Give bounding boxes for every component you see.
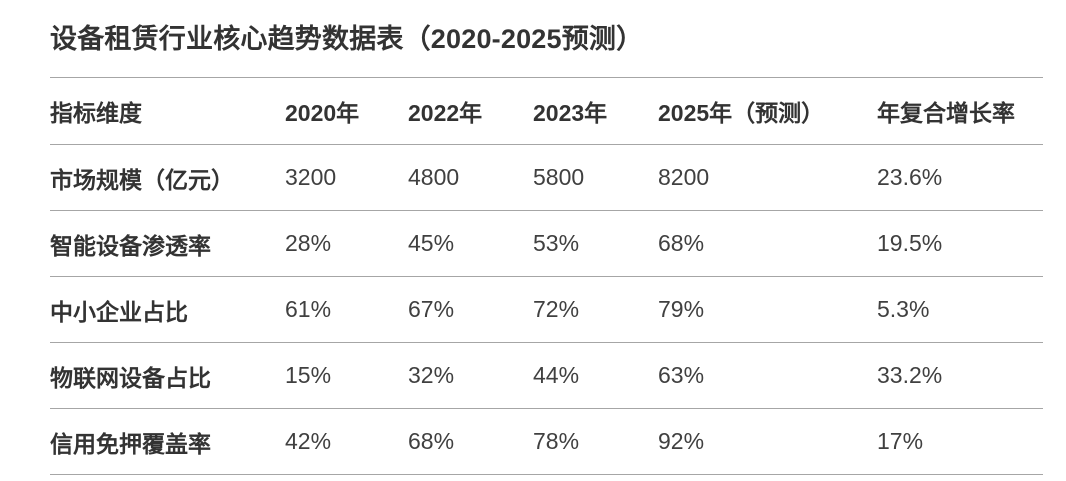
row-label: 信用免押覆盖率 <box>50 430 211 457</box>
trend-data-table: 指标维度 2020年 2022年 2023年 2025年（预测） 年复合增长率 … <box>50 77 1043 475</box>
table-cell: 19.5% <box>877 230 943 256</box>
table-header: 指标维度 2020年 2022年 2023年 2025年（预测） 年复合增长率 <box>50 77 1043 145</box>
table-cell: 23.6% <box>877 164 943 190</box>
table-cell: 17% <box>877 428 924 454</box>
table-cell: 42% <box>285 428 332 454</box>
row-label: 智能设备渗透率 <box>50 232 211 259</box>
table-row: 市场规模（亿元） 3200 4800 5800 8200 23.6% <box>50 145 1043 211</box>
table-cell: 68% <box>658 230 705 256</box>
table-cell: 53% <box>533 230 580 256</box>
row-label: 中小企业占比 <box>50 298 188 325</box>
table-cell: 79% <box>658 296 705 322</box>
column-header-2020: 2020年 <box>285 100 360 126</box>
column-header-metric: 指标维度 <box>50 100 142 126</box>
table-cell: 5800 <box>533 164 585 190</box>
table-cell: 5.3% <box>877 296 930 322</box>
column-header-2023: 2023年 <box>533 100 608 126</box>
table-row: 物联网设备占比 15% 32% 44% 63% 33.2% <box>50 343 1043 409</box>
table-row: 智能设备渗透率 28% 45% 53% 68% 19.5% <box>50 211 1043 277</box>
table-cell: 8200 <box>658 164 710 190</box>
column-header-cagr: 年复合增长率 <box>877 100 1015 126</box>
table-cell: 78% <box>533 428 580 454</box>
table-cell: 15% <box>285 362 332 388</box>
table-cell: 68% <box>408 428 455 454</box>
table-cell: 28% <box>285 230 332 256</box>
table-cell: 61% <box>285 296 332 322</box>
row-label: 物联网设备占比 <box>50 364 211 391</box>
table-cell: 4800 <box>408 164 460 190</box>
table-cell: 45% <box>408 230 455 256</box>
table-cell: 72% <box>533 296 580 322</box>
table-body: 市场规模（亿元） 3200 4800 5800 8200 23.6% 智能设备渗… <box>50 145 1043 475</box>
row-label: 市场规模（亿元） <box>50 166 234 193</box>
header-row: 指标维度 2020年 2022年 2023年 2025年（预测） 年复合增长率 <box>50 77 1043 145</box>
table-row: 信用免押覆盖率 42% 68% 78% 92% 17% <box>50 409 1043 475</box>
table-cell: 33.2% <box>877 362 943 388</box>
table-cell: 3200 <box>285 164 337 190</box>
table-cell: 92% <box>658 428 705 454</box>
table-row: 中小企业占比 61% 67% 72% 79% 5.3% <box>50 277 1043 343</box>
page-title: 设备租赁行业核心趋势数据表（2020-2025预测） <box>50 24 644 54</box>
table-cell: 32% <box>408 362 455 388</box>
column-header-2022: 2022年 <box>408 100 483 126</box>
table-cell: 67% <box>408 296 455 322</box>
table-cell: 44% <box>533 362 580 388</box>
column-header-2025-forecast: 2025年（预测） <box>658 100 825 126</box>
table-cell: 63% <box>658 362 705 388</box>
